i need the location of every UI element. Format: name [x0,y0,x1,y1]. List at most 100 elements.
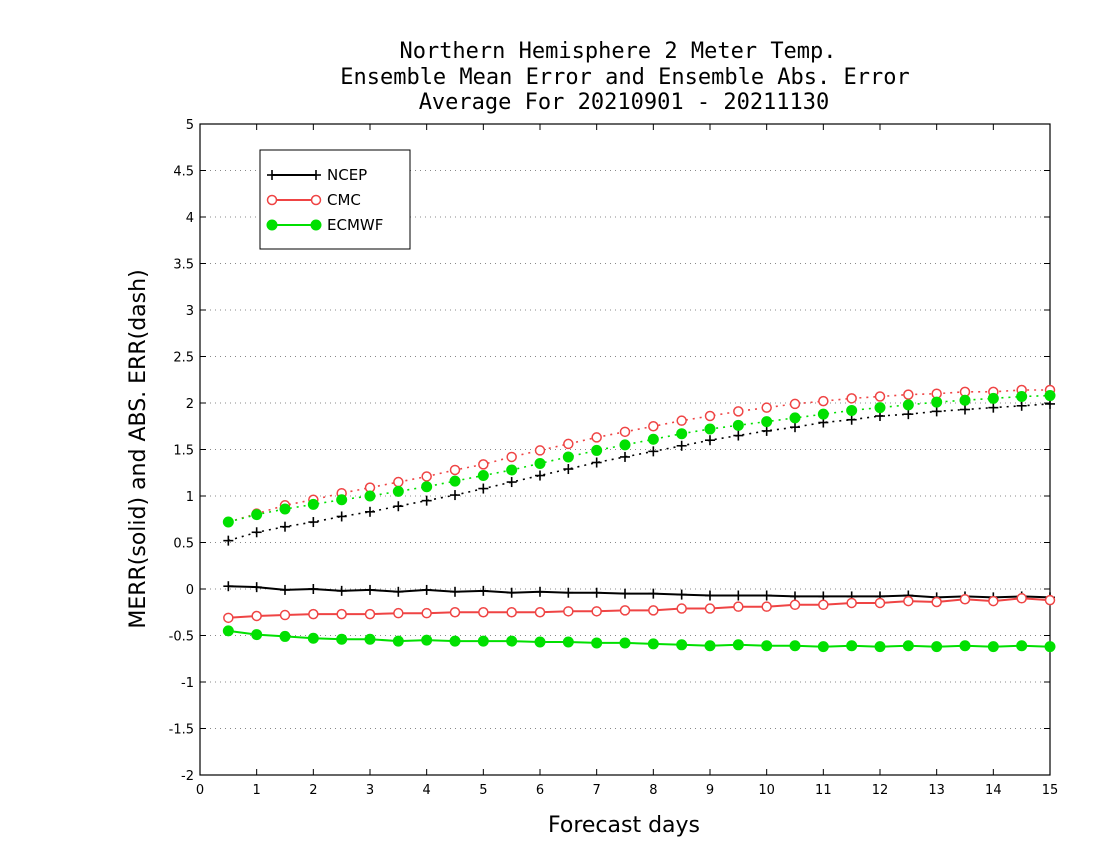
point-ecmwf-merr [1016,640,1028,652]
series-ncep [223,398,1055,603]
point-cmc-abs-err [534,445,546,456]
chart-title: Northern Hemisphere 2 Meter Temp. Ensemb… [340,39,910,115]
point-ncep-abs-err [1016,400,1027,411]
series-ecmwf [222,390,1056,653]
axis-ticks: -2-1.5-1-0.500.511.522.533.544.550 1 2 3 4 5 6… [169,118,1059,798]
legend-marker-cmc [310,194,322,206]
title-line-1: Northern Hemisphere 2 Meter Temp. [399,39,836,64]
point-cmc-abs-err [874,391,886,402]
legend-label-ncep: NCEP [327,166,367,184]
point-cmc-merr [449,607,461,618]
point-cmc-merr [223,612,234,624]
legend-item-cmc: CMC [266,191,361,209]
x-tick-label: 10 [758,783,775,798]
point-ecmwf-merr [874,641,886,653]
point-cmc-merr [988,595,999,607]
point-ncep-abs-err [988,402,999,413]
x-tick-label: 0 [196,783,204,798]
y-tick-label: 4 [186,211,194,226]
x-tick-label: 1 [253,783,261,798]
point-cmc-abs-err [789,398,801,410]
point-ecmwf-merr [959,640,971,652]
point-ecmwf-merr [534,636,546,648]
title-line-2: Ensemble Mean Error and Ensemble Abs. Er… [340,65,910,90]
point-ecmwf-merr [619,637,631,649]
x-tick-label: 3 [366,783,374,798]
point-cmc-merr [789,599,801,611]
title-line-3: Average For 20210901 - 20211130 [419,90,830,115]
point-ncep-merr [591,587,602,598]
point-ecmwf-abs-err [307,498,319,510]
point-ncep-merr [365,584,375,595]
point-ecmwf-abs-err [392,485,404,497]
point-cmc-merr [1044,594,1056,606]
legend-label-ecmwf: ECMWF [327,216,383,234]
point-ncep-merr [251,582,262,593]
point-ecmwf-merr [251,629,263,641]
y-tick-label: 0 [186,583,194,598]
y-tick-label: 1.5 [173,444,194,459]
point-ecmwf-merr [704,640,716,652]
legend-label-cmc: CMC [327,191,361,209]
point-ecmwf-merr [591,637,603,649]
point-ecmwf-abs-err [279,503,291,515]
point-ecmwf-merr [222,625,234,637]
point-ncep-merr [393,586,404,597]
point-ncep-abs-err [960,404,970,415]
x-tick-label: 12 [872,783,889,798]
point-ncep-abs-err [903,409,914,420]
legend-marker-ecmwf [310,219,322,231]
line-ecmwf-abs-err [228,394,1051,523]
y-tick-label: -1.5 [169,723,194,738]
point-ecmwf-abs-err [987,392,999,404]
point-ncep-abs-err [223,535,234,546]
x-tick-label: 15 [1042,783,1059,798]
line-cmc-merr [228,597,1051,619]
point-ncep-abs-err [591,457,602,468]
series-cmc [223,384,1056,624]
y-tick-label: -2 [181,769,194,784]
point-cmc-merr [421,607,432,619]
point-ncep-abs-err [251,527,262,538]
x-tick-label: 4 [423,783,431,798]
point-cmc-abs-err [818,395,829,407]
point-cmc-merr [733,601,744,612]
point-cmc-abs-err [478,459,489,470]
point-ecmwf-merr [307,632,319,644]
point-ecmwf-merr [506,635,518,647]
point-ecmwf-abs-err [222,516,234,528]
point-cmc-merr [903,595,914,607]
point-cmc-abs-err [449,464,461,476]
point-cmc-merr [846,597,857,609]
point-cmc-merr [478,607,489,618]
x-tick-label: 2 [309,783,317,798]
point-ecmwf-merr [449,635,461,647]
point-ncep-abs-err [931,406,942,417]
point-ecmwf-abs-err [817,408,829,420]
point-cmc-merr [308,608,319,620]
point-ncep-merr [563,587,574,598]
line-ecmwf-merr [228,629,1051,648]
point-ncep-merr [761,590,772,601]
point-ecmwf-abs-err [477,470,489,482]
point-cmc-merr [704,603,716,614]
y-tick-label: -1 [181,676,194,691]
legend-marker-ecmwf [266,219,278,231]
point-cmc-merr [534,607,546,618]
point-ncep-abs-err [761,425,772,436]
point-ncep-abs-err [676,440,687,451]
point-ncep-abs-err [478,483,489,494]
point-ncep-merr [535,586,545,597]
point-ncep-abs-err [336,511,347,522]
point-ecmwf-abs-err [789,412,801,424]
point-cmc-abs-err [903,389,914,400]
point-cmc-abs-err [704,410,716,422]
point-ecmwf-abs-err [874,402,886,414]
point-cmc-merr [393,607,404,619]
point-ncep-merr [280,584,290,595]
y-tick-label: 4.5 [173,165,194,180]
point-cmc-merr [874,597,886,609]
point-cmc-merr [619,605,631,616]
point-ecmwf-abs-err [364,490,376,502]
